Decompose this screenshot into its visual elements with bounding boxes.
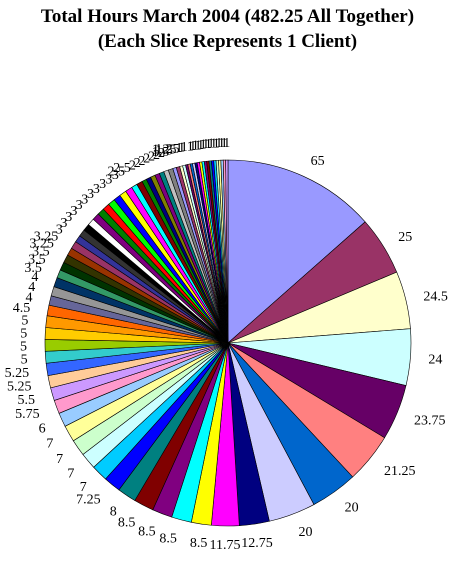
slice-label: 21.25 bbox=[384, 464, 416, 479]
slice-label: 3 bbox=[105, 173, 112, 188]
slice-label: 1 bbox=[213, 136, 220, 151]
slice-label: 20 bbox=[299, 525, 313, 540]
slice-label: 2 bbox=[129, 158, 136, 173]
slice-label: 1 bbox=[218, 136, 225, 151]
slice-label: 7 bbox=[67, 467, 74, 482]
slice-label: 3 bbox=[87, 187, 94, 202]
slice-label: 5.25 bbox=[5, 366, 30, 381]
slice-label: 7 bbox=[46, 437, 53, 452]
slice-label: 1 bbox=[207, 137, 214, 152]
slice-label: 3 bbox=[81, 193, 88, 208]
slice-label: 3.5 bbox=[24, 261, 42, 276]
slice-label: 8.5 bbox=[190, 536, 208, 551]
slice-label: 25 bbox=[398, 230, 412, 245]
slice-label: 1 bbox=[221, 136, 228, 151]
slice-label: 8 bbox=[110, 504, 117, 519]
slice-label: 3 bbox=[112, 168, 119, 183]
slice-label: 1.5 bbox=[156, 144, 174, 159]
slice-label: 2 bbox=[138, 154, 145, 169]
slice-label: 2.5 bbox=[113, 161, 131, 176]
slice-label: 7 bbox=[80, 480, 87, 495]
slice-label: 3 bbox=[56, 222, 63, 237]
slice-label: 4 bbox=[28, 280, 35, 295]
slice-label: 1 bbox=[187, 140, 194, 155]
slice-label: 7 bbox=[56, 452, 63, 467]
slice-label: 1 bbox=[223, 136, 230, 151]
slice-label: 1 bbox=[205, 137, 212, 152]
slice-label: 5 bbox=[20, 327, 27, 342]
slice-label: 4 bbox=[31, 270, 38, 285]
chart-subtitle: (Each Slice Represents 1 Client) bbox=[97, 31, 358, 52]
slice-label: 5 bbox=[21, 353, 28, 368]
slice-label: 2 bbox=[134, 156, 141, 171]
slice-label: 1 bbox=[181, 140, 188, 155]
slice-label: 5 bbox=[20, 340, 27, 355]
slice-label: 3 bbox=[99, 177, 106, 192]
slice-label: 1 bbox=[178, 141, 185, 156]
pie-slice bbox=[225, 159, 229, 344]
slice-label: 3 bbox=[65, 210, 72, 225]
slice-label: 8.5 bbox=[118, 515, 136, 530]
slice-label: 3.25 bbox=[29, 237, 54, 252]
slice-label: 1 bbox=[194, 138, 201, 153]
slice-label: 3 bbox=[70, 204, 77, 219]
slice-label: 65 bbox=[311, 154, 325, 169]
slice-label: 2 bbox=[148, 150, 155, 165]
slice-label: 2 bbox=[158, 146, 165, 161]
slice-label: 7.25 bbox=[76, 493, 101, 508]
slice-label: 5.5 bbox=[18, 393, 36, 408]
slice-label: 1 bbox=[192, 139, 199, 154]
slice-label: 12.75 bbox=[241, 536, 273, 551]
slice-label: 3 bbox=[93, 182, 100, 197]
slice-label: 3 bbox=[76, 198, 83, 213]
slice-label: 24 bbox=[428, 353, 442, 368]
slice-label: 8.5 bbox=[138, 525, 156, 540]
slice-label: 3.25 bbox=[34, 229, 59, 244]
pie-slice bbox=[227, 159, 366, 344]
slice-label: 4.5 bbox=[13, 301, 31, 316]
slice-label: 4 bbox=[26, 290, 33, 305]
slice-label: 8.5 bbox=[159, 531, 177, 546]
slice-label: 3.5 bbox=[28, 253, 46, 268]
slice-label: 1 bbox=[200, 138, 207, 153]
slice-label: 2 bbox=[143, 152, 150, 167]
slice-label: 20 bbox=[345, 501, 359, 516]
slice-label: 6 bbox=[39, 421, 46, 436]
slice-label: 1 bbox=[176, 141, 183, 156]
slice-label: 5.25 bbox=[7, 380, 32, 395]
slice-label: 2.5 bbox=[108, 164, 126, 179]
slice-label: 2 bbox=[153, 148, 160, 163]
slice-label: 3 bbox=[60, 216, 67, 231]
slice-label: 11.75 bbox=[210, 538, 241, 553]
slice-label: 1.5 bbox=[152, 145, 170, 160]
slice-label: 1.25 bbox=[152, 143, 177, 158]
slice-label: 1.25 bbox=[155, 142, 180, 157]
chart-title: Total Hours March 2004 (482.25 All Toget… bbox=[40, 6, 415, 27]
slice-label: 1 bbox=[215, 136, 222, 151]
slice-label: 3.5 bbox=[32, 244, 50, 259]
slice-label: 1 bbox=[210, 137, 217, 152]
slice-label: 1 bbox=[202, 137, 209, 152]
slice-label: 1 bbox=[189, 139, 196, 154]
slice-label: 23.75 bbox=[414, 413, 446, 428]
slice-label: 5 bbox=[21, 313, 28, 328]
slice-label: 5.75 bbox=[15, 407, 40, 422]
slice-label: 1 bbox=[197, 138, 204, 153]
slice-label: 24.5 bbox=[423, 290, 448, 305]
